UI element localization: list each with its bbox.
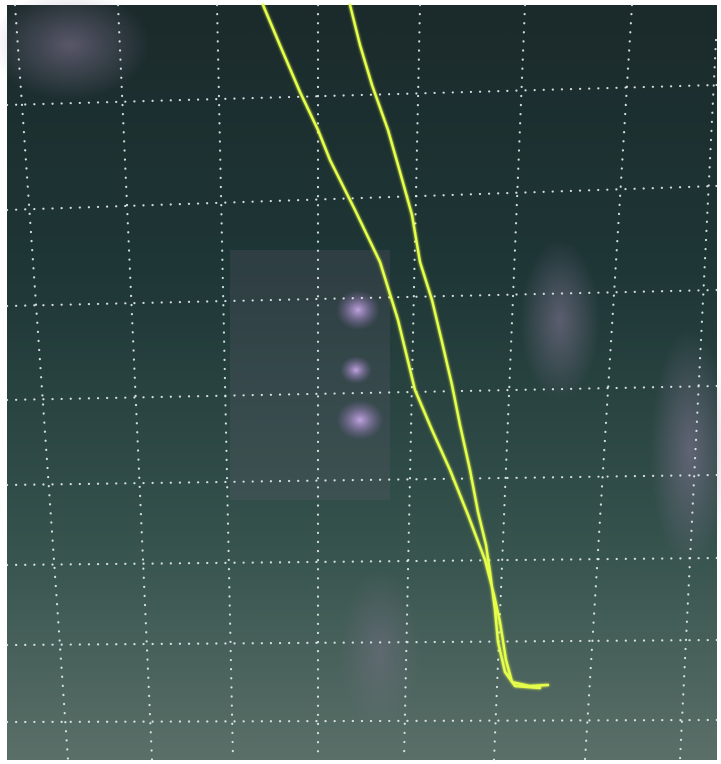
page: (() => { const data = JSON.parse(documen… xyxy=(0,0,721,764)
light-blob xyxy=(336,400,384,440)
light-blob xyxy=(336,290,380,330)
reflection xyxy=(520,240,600,400)
oscilloscope-photo xyxy=(0,0,721,764)
reflection xyxy=(340,570,420,730)
light-blob xyxy=(340,356,372,384)
